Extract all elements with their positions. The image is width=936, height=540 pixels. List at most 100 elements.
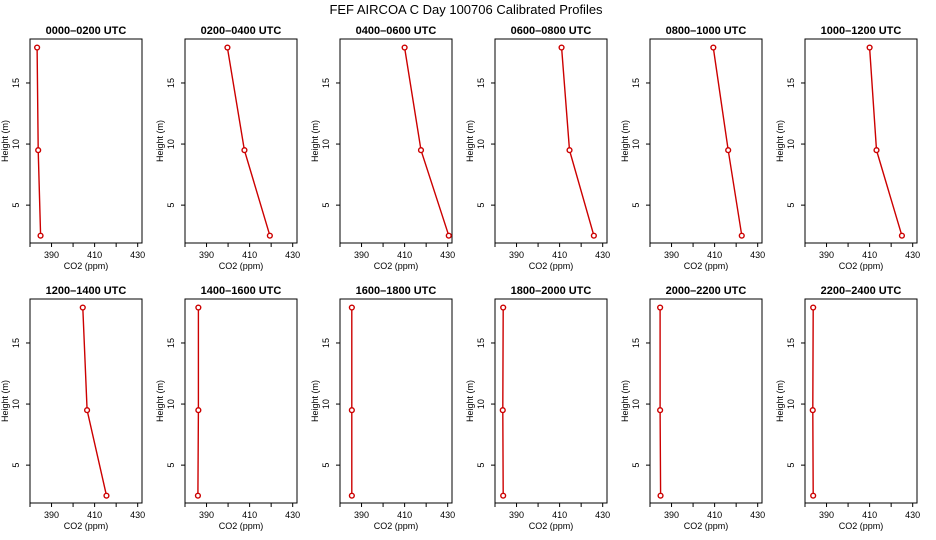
x-tick-label: 430 [750, 250, 765, 260]
data-point [657, 492, 664, 499]
x-tick-label: 410 [552, 510, 567, 520]
plot-frame [184, 38, 298, 244]
y-tick-label: 5 [786, 203, 796, 208]
x-axis-label: CO2 (ppm) [374, 521, 419, 531]
y-tick-label: 15 [631, 338, 641, 348]
data-point [445, 232, 452, 239]
profile-line [659, 307, 662, 496]
x-tick-label: 410 [87, 250, 102, 260]
profile-line [197, 307, 200, 496]
y-tick-label: 5 [166, 463, 176, 468]
panel-title: 1800–2000 UTC [511, 285, 592, 297]
x-tick-label: 390 [44, 510, 59, 520]
data-point [103, 492, 110, 499]
x-axis-label: CO2 (ppm) [64, 261, 109, 271]
x-tick-label: 410 [242, 510, 257, 520]
y-tick-label: 5 [631, 463, 641, 468]
y-axis-label: Height (m) [310, 380, 320, 422]
x-tick-label: 390 [664, 250, 679, 260]
x-tick-label: 410 [397, 510, 412, 520]
data-point [810, 304, 817, 311]
y-tick-label: 5 [476, 203, 486, 208]
profile-panel: 1000–1200 UTC 390 410 430 CO2 (ppm) 5 10 15 Heig… [775, 25, 920, 271]
x-tick-label: 390 [664, 510, 679, 520]
x-tick-label: 410 [707, 250, 722, 260]
y-tick-label: 15 [321, 78, 331, 88]
data-point [710, 44, 717, 51]
x-tick-label: 430 [595, 510, 610, 520]
panel-title: 0600–0800 UTC [511, 25, 592, 37]
plot-frame [494, 298, 608, 504]
profile-line [712, 47, 743, 236]
y-tick-label: 5 [11, 203, 21, 208]
x-tick-label: 390 [354, 250, 369, 260]
y-axis-label: Height (m) [465, 380, 475, 422]
data-point [590, 232, 597, 239]
y-axis-label: Height (m) [0, 380, 10, 422]
x-tick-label: 390 [44, 250, 59, 260]
data-point [499, 407, 506, 414]
data-point [725, 147, 732, 154]
plot-frame [184, 298, 298, 504]
panel-title: 1200–1400 UTC [46, 285, 127, 297]
y-tick-label: 15 [786, 338, 796, 348]
x-tick-label: 390 [199, 250, 214, 260]
y-tick-label: 10 [11, 399, 21, 409]
data-point [810, 492, 817, 499]
profile-panel: 0200–0400 UTC 390 410 430 CO2 (ppm) 5 10 15 Heig… [155, 25, 300, 271]
profile-panel: 2000–2200 UTC 390 410 430 CO2 (ppm) 5 10 15 Heig… [620, 285, 765, 531]
x-tick-label: 390 [354, 510, 369, 520]
y-axis-label: Height (m) [155, 380, 165, 422]
profile-panel: 1200–1400 UTC 390 410 430 CO2 (ppm) 5 10 15 Heig… [0, 285, 145, 531]
profile-panel: 0600–0800 UTC 390 410 430 CO2 (ppm) 5 10 15 Heig… [465, 25, 610, 271]
figure-title: FEF AIRCOA C Day 100706 Calibrated Profi… [329, 2, 603, 17]
y-tick-label: 10 [321, 399, 331, 409]
x-tick-label: 410 [87, 510, 102, 520]
data-point [224, 44, 231, 51]
x-tick-label: 430 [440, 510, 455, 520]
data-point [348, 407, 355, 414]
y-tick-label: 10 [476, 399, 486, 409]
x-axis-label: CO2 (ppm) [529, 261, 574, 271]
data-point [195, 304, 202, 311]
x-tick-label: 410 [552, 250, 567, 260]
data-point [500, 304, 507, 311]
y-tick-label: 15 [321, 338, 331, 348]
data-point [83, 407, 91, 414]
panel-title: 2200–2400 UTC [821, 285, 902, 297]
x-tick-label: 410 [397, 250, 412, 260]
x-axis-label: CO2 (ppm) [374, 261, 419, 271]
profile-line [868, 47, 903, 236]
y-axis-label: Height (m) [620, 120, 630, 162]
profile-panel: 0800–1000 UTC 390 410 430 CO2 (ppm) 5 10 15 Heig… [620, 25, 765, 271]
profile-panel: 0000–0200 UTC 390 410 430 CO2 (ppm) 5 10 15 Heig… [0, 25, 145, 271]
y-axis-label: Height (m) [0, 120, 10, 162]
y-tick-label: 5 [11, 463, 21, 468]
data-point [809, 407, 816, 414]
data-point [194, 492, 202, 499]
profile-panel: 2200–2400 UTC 390 410 430 CO2 (ppm) 5 10 15 Heig… [775, 285, 920, 531]
profile-line [36, 47, 42, 236]
data-point [500, 492, 507, 499]
y-tick-label: 10 [786, 139, 796, 149]
x-axis-label: CO2 (ppm) [529, 521, 574, 531]
x-tick-label: 410 [707, 510, 722, 520]
x-tick-label: 410 [862, 510, 877, 520]
x-tick-label: 430 [750, 510, 765, 520]
data-point [401, 44, 408, 51]
data-point [37, 232, 44, 239]
panel-title: 1400–1600 UTC [201, 285, 282, 297]
data-point [79, 304, 86, 311]
data-point [348, 492, 355, 499]
profile-panel: 1400–1600 UTC 390 410 430 CO2 (ppm) 5 10 15 Heig… [155, 285, 300, 531]
plot-frame [339, 38, 453, 244]
plot-frame [29, 298, 143, 504]
y-tick-label: 10 [476, 139, 486, 149]
data-point [348, 304, 355, 311]
y-tick-label: 15 [476, 338, 486, 348]
data-point [657, 407, 664, 414]
y-tick-label: 10 [786, 399, 796, 409]
data-point [241, 147, 248, 154]
y-tick-label: 15 [631, 78, 641, 88]
x-tick-label: 390 [819, 510, 834, 520]
